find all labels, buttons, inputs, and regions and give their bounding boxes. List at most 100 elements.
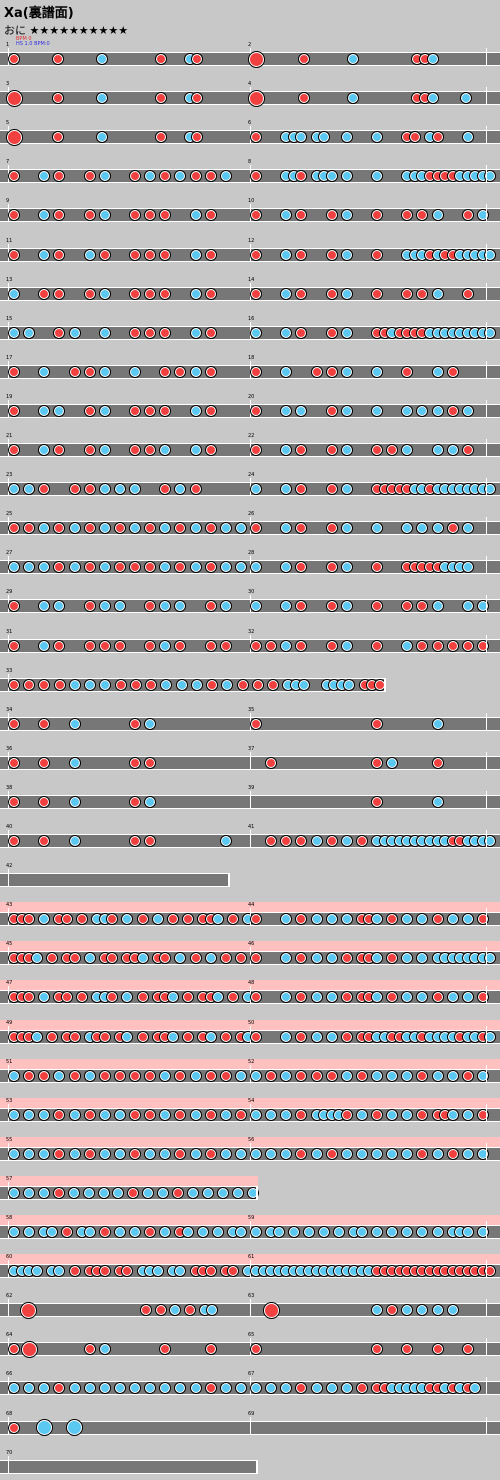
don-note [251,171,261,182]
ka-note [356,1148,367,1159]
ka-note [9,1383,19,1394]
ka-note [281,953,292,964]
measure-bar-line [250,360,251,379]
don-note [296,523,307,534]
don-note [311,1070,322,1081]
chart-row: 64 65 [0,1332,500,1357]
ka-note [207,1305,217,1316]
chart-row: 40 41 [0,825,500,848]
measure-bar-line [250,517,251,536]
don-note [173,1187,184,1198]
ka-note [130,366,140,377]
ka-note [341,601,352,612]
ka-note [372,1227,382,1237]
ka-note [402,405,413,416]
ka-note [31,1266,42,1277]
measure-bar-line [250,126,251,145]
don-note [39,288,50,299]
measure-bar-line [250,634,251,653]
don-note [84,484,95,495]
don-note [252,679,263,690]
don-note [53,1187,64,1198]
ka-note [311,1148,322,1159]
don-note [137,1031,148,1042]
ka-note [175,953,186,964]
ka-note [130,484,140,495]
measure-bar-line [8,908,9,927]
don-note [220,1031,231,1042]
don-note [130,1148,140,1159]
measure-bar-line [486,1377,487,1396]
ka-note [447,914,458,925]
gogo-time-band [0,1019,500,1030]
measure-number: 20 [248,393,255,400]
don-note [326,601,337,612]
don-note [296,836,307,846]
don-note [402,601,413,612]
ka-note [281,288,292,299]
don-note [9,54,19,64]
chart-row: 45 46 [0,941,500,966]
ka-note [97,93,107,104]
ka-note [190,1383,201,1394]
measure-number: 43 [6,902,13,909]
ka-note [213,914,224,925]
don-note [387,445,398,455]
ka-note [84,1227,95,1237]
don-note [296,1148,307,1159]
measure-number: 37 [248,745,255,752]
measure-number: 13 [6,276,13,283]
big-don-note [6,129,22,145]
measure-bar-line [8,947,9,966]
measure-number: 26 [248,511,255,518]
don-note [205,327,216,338]
don-note [447,640,458,651]
measure-number: 32 [248,628,255,635]
ka-note [372,405,382,416]
ka-note [372,914,382,925]
ka-note [160,1070,171,1081]
don-note [326,210,337,221]
measure-number: 30 [248,589,255,596]
ka-note [341,132,352,143]
ka-note [31,1031,42,1042]
don-note [145,1070,156,1081]
ka-note [220,1383,231,1394]
ka-note [432,796,443,807]
ka-note [341,366,352,377]
ka-note [372,1070,382,1081]
don-note [155,93,166,104]
ka-note [326,914,337,925]
ka-note [341,836,352,846]
measure-bar-line [250,712,251,731]
ka-note [311,953,322,964]
ka-note [99,405,110,416]
ka-note [281,1383,292,1394]
ka-note [158,1187,169,1198]
don-note [432,1344,443,1355]
big-don-note [6,90,22,106]
don-note [130,445,140,455]
measure-number: 45 [6,941,13,948]
don-note [296,992,307,1003]
don-note [205,523,216,534]
measure-bar-line [250,1103,251,1122]
ka-note [372,992,382,1003]
measure-number: 64 [6,1332,13,1339]
don-note [462,445,473,455]
don-note [251,210,261,221]
measure-number: 56 [248,1136,255,1143]
measure-number: 23 [6,472,13,479]
ka-note [341,1148,352,1159]
chart-row: 13 14 [0,276,500,301]
don-note [54,640,65,651]
don-note [39,836,50,846]
measure-bar-line [250,439,251,457]
don-note [114,640,125,651]
measure-bar-line [486,321,487,340]
ka-note [251,1383,261,1394]
ka-note [99,523,110,534]
ka-note [341,1070,352,1081]
ka-note [432,366,443,377]
don-note [9,210,19,221]
